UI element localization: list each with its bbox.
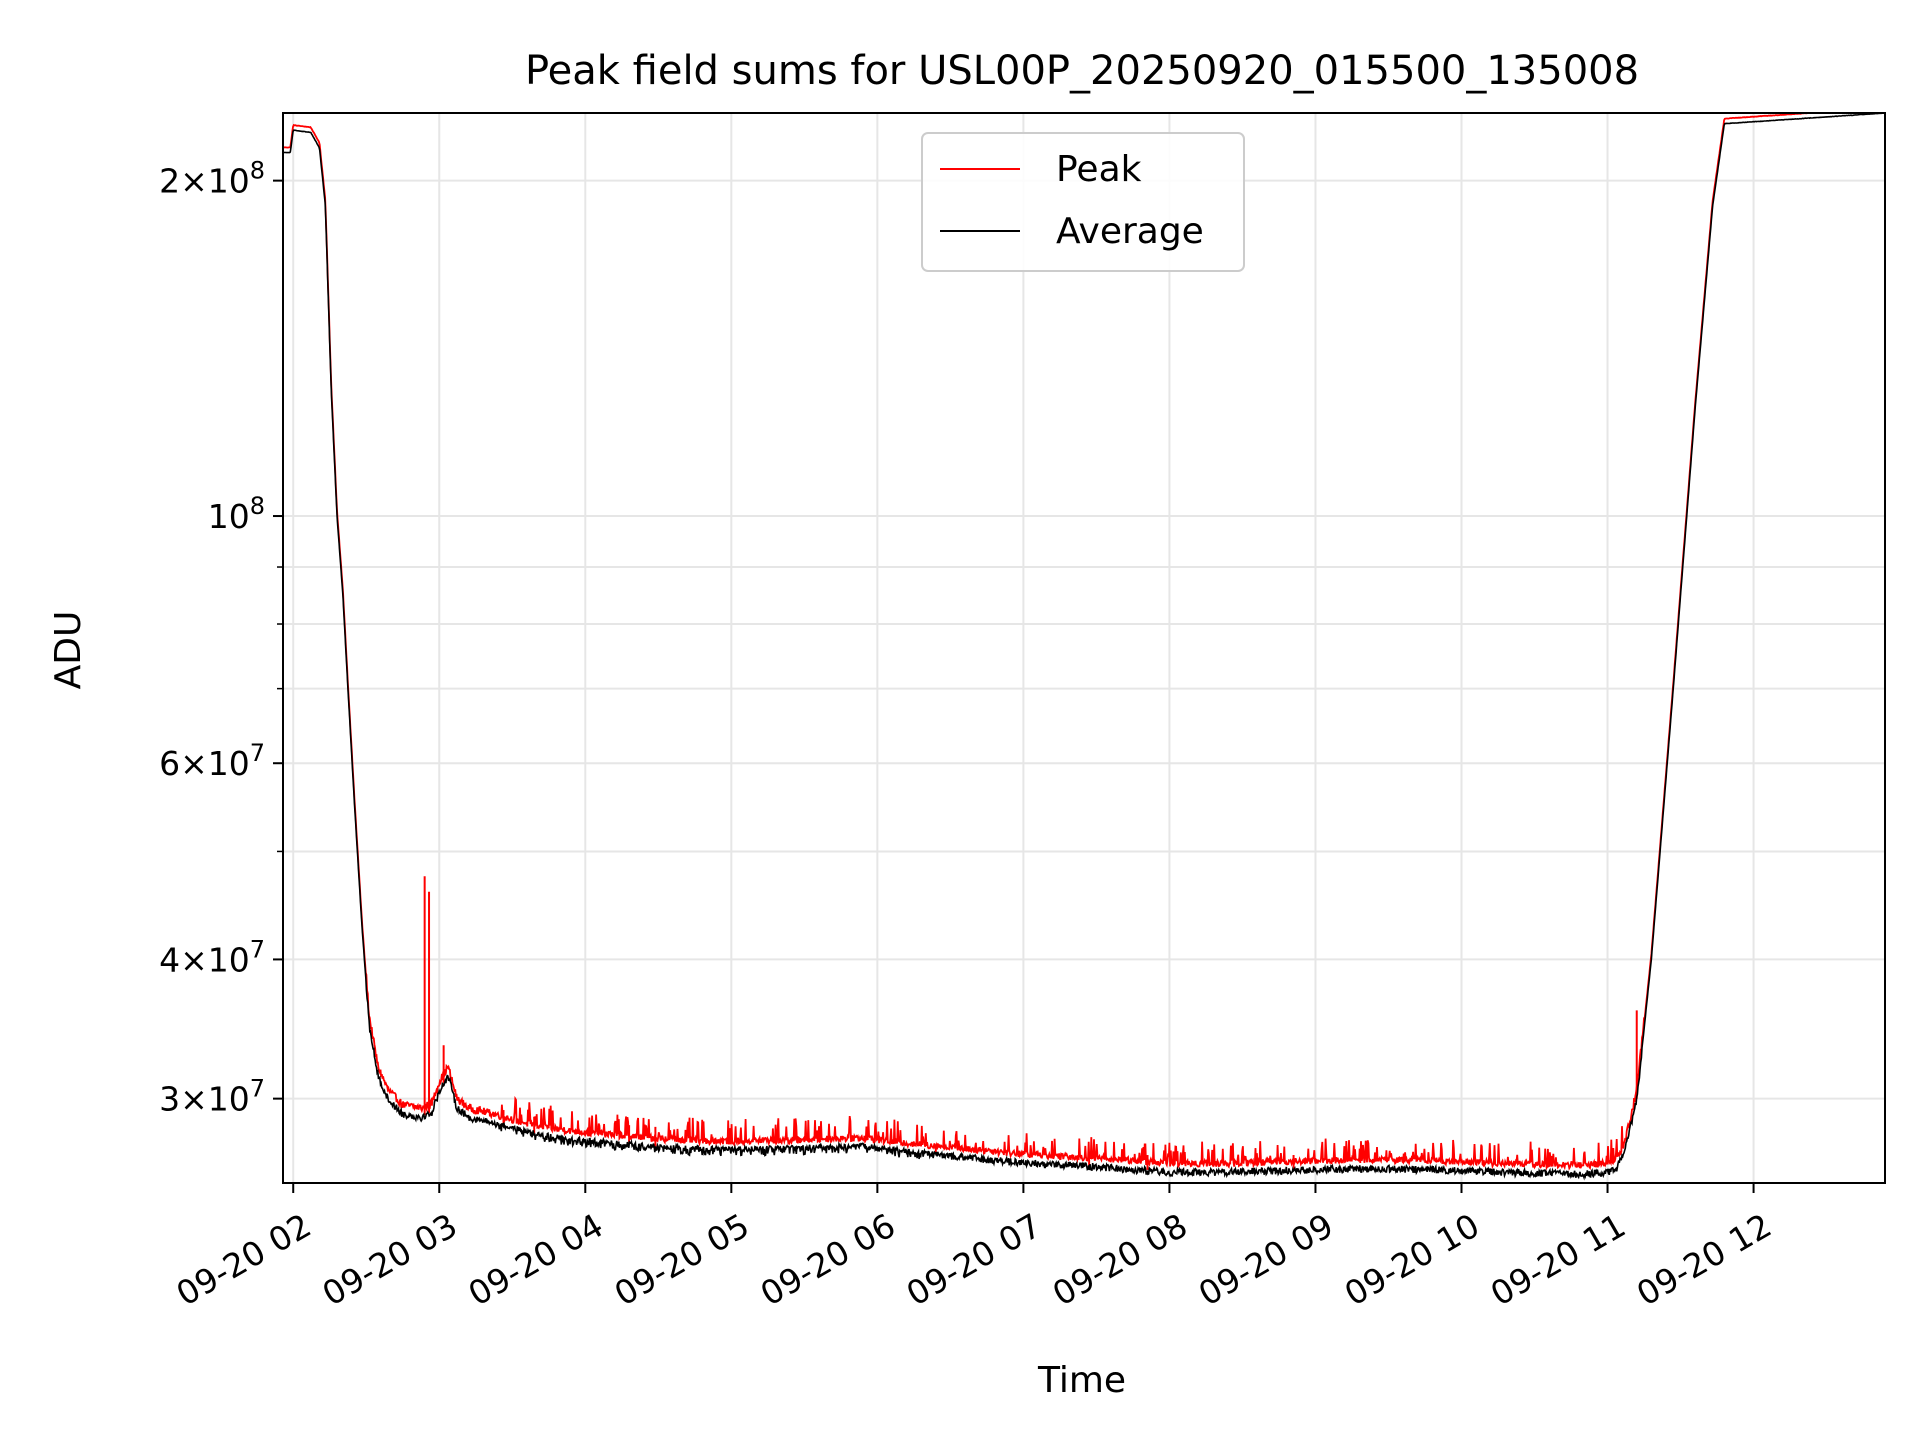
y-tick-exponent: 7: [250, 935, 265, 963]
y-tick-exponent: 8: [250, 492, 265, 520]
legend: Peak Average: [921, 132, 1245, 272]
y-tick-label: 3×107: [159, 1075, 265, 1119]
series-line-peak: [283, 113, 1827, 1171]
legend-box: [921, 132, 1245, 272]
grid: [283, 113, 1885, 1183]
y-tick-times: ×10: [180, 940, 250, 979]
plot-area: [283, 113, 1885, 1181]
x-tick-label: 09-20 03: [316, 1206, 464, 1314]
series-line-average: [283, 113, 1885, 1181]
y-tick-mantissa: 2: [159, 162, 180, 201]
y-tick-label: 2×108: [159, 157, 265, 201]
x-tick-label: 09-20 11: [1484, 1206, 1632, 1314]
y-tick-times: ×10: [180, 162, 250, 201]
y-tick-mantissa: 6: [159, 744, 180, 783]
y-tick-label: 6×107: [159, 739, 265, 783]
y-tick-exponent: 8: [250, 157, 265, 185]
x-tick-label: 09-20 05: [608, 1206, 756, 1314]
y-tick-label: 108: [208, 492, 265, 536]
y-tick-label: 4×107: [159, 935, 265, 979]
legend-label: Peak: [1056, 149, 1142, 190]
plot-frame: [282, 112, 1886, 1184]
y-tick-times: 10: [208, 497, 250, 536]
x-tick-label: 09-20 06: [754, 1206, 902, 1314]
x-tick-label: 09-20 04: [462, 1206, 610, 1314]
x-tick-label: 09-20 08: [1046, 1206, 1194, 1314]
x-axis-label: Time: [1037, 1360, 1126, 1401]
y-tick-times: ×10: [180, 744, 250, 783]
legend-label: Average: [1056, 211, 1204, 252]
y-tick-exponent: 7: [250, 739, 265, 767]
y-tick-mantissa: 4: [159, 940, 180, 979]
y-tick-times: ×10: [180, 1080, 250, 1119]
x-tick-label: 09-20 12: [1630, 1206, 1778, 1314]
x-tick-label: 09-20 07: [900, 1206, 1048, 1314]
x-tick-label: 09-20 02: [170, 1206, 318, 1314]
y-tick-mantissa: 3: [159, 1080, 180, 1119]
chart-title: Peak field sums for USL00P_20250920_0155…: [525, 48, 1639, 94]
y-axis-label: ADU: [48, 611, 89, 690]
y-tick-exponent: 7: [250, 1075, 265, 1103]
x-tick-label: 09-20 10: [1338, 1206, 1486, 1314]
x-tick-label: 09-20 09: [1192, 1206, 1340, 1314]
